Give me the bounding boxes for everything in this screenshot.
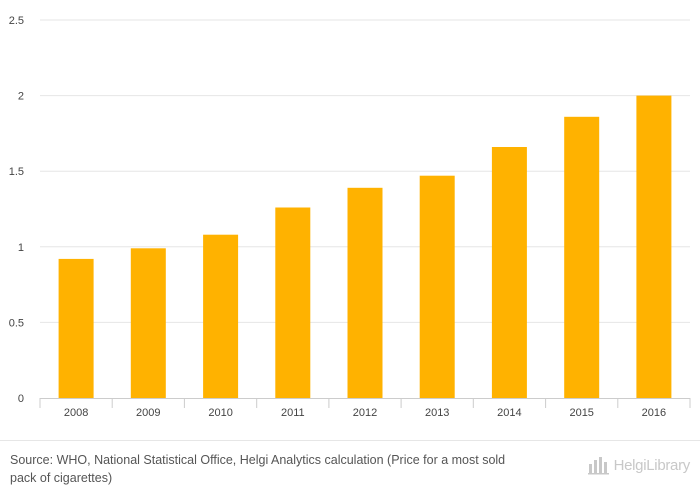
y-tick-label: 2.5 <box>9 15 24 27</box>
bars <box>58 95 672 399</box>
brand-name: HelgiLibrary <box>613 456 691 474</box>
x-tick-label: 2012 <box>353 407 377 419</box>
brand-logo[interactable]: HelgiLibrary <box>587 453 691 477</box>
bar-chart: 0 0.5 1 1.5 2 2.5 2008 2009 2010 2011 2012 2013 201… <box>9 15 691 419</box>
x-axis-tick-labels: 2008 2009 2010 2011 2012 2013 2014 2015 2016 <box>64 407 666 419</box>
source-note: Source: WHO, National Statistical Office… <box>10 451 530 487</box>
source-label: Source: <box>10 453 54 467</box>
x-tick-label: 2016 <box>642 407 666 419</box>
x-axis <box>39 398 691 408</box>
bar-2011[interactable] <box>275 207 311 399</box>
x-tick-label: 2013 <box>425 407 449 419</box>
bar-2016[interactable] <box>636 95 672 398</box>
x-tick-label: 2009 <box>136 407 160 419</box>
source-text: WHO, National Statistical Office, Helgi … <box>10 453 506 485</box>
y-tick-label: 1 <box>18 242 24 254</box>
bar-chart-logo-icon <box>587 457 609 475</box>
bar-2010[interactable] <box>203 234 239 398</box>
bar-2015[interactable] <box>564 116 600 399</box>
bar-2013[interactable] <box>419 175 455 398</box>
chart-footer: Source: WHO, National Statistical Office… <box>0 440 700 500</box>
y-axis-tick-labels: 0 0.5 1 1.5 2 2.5 <box>9 15 24 405</box>
bar-2008[interactable] <box>58 258 94 398</box>
x-tick-label: 2011 <box>281 407 305 419</box>
y-tick-label: 0 <box>18 393 24 405</box>
y-tick-label: 2 <box>18 91 24 103</box>
y-tick-label: 1.5 <box>9 166 24 178</box>
y-tick-label: 0.5 <box>9 317 24 329</box>
bar-2012[interactable] <box>347 187 383 398</box>
bar-2014[interactable] <box>491 147 527 398</box>
x-tick-label: 2014 <box>497 407 521 419</box>
x-tick-label: 2010 <box>208 407 232 419</box>
x-tick-label: 2015 <box>569 407 593 419</box>
x-tick-label: 2008 <box>64 407 88 419</box>
bar-2009[interactable] <box>130 248 166 398</box>
